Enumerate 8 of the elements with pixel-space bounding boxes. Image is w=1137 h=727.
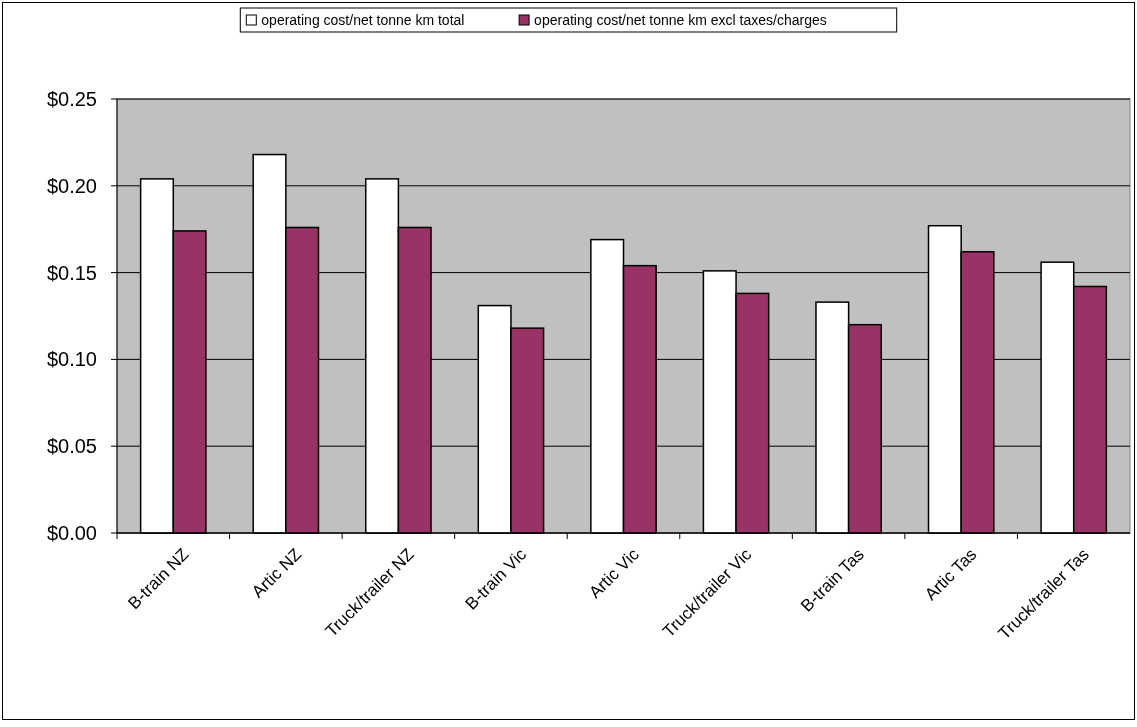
y-tick-label: $0.05 [46, 435, 97, 458]
y-tick-label: $0.20 [46, 174, 97, 197]
y-tick-label: $0.00 [46, 522, 97, 544]
legend-label: operating cost/net tonne km excl taxes/charges [534, 11, 827, 28]
legend-label: operating cost/net tonne km total [261, 11, 465, 28]
y-tick-label: $0.10 [46, 348, 97, 371]
y-tick-label: $0.15 [46, 261, 97, 284]
y-tick-label: $0.25 [46, 88, 97, 110]
